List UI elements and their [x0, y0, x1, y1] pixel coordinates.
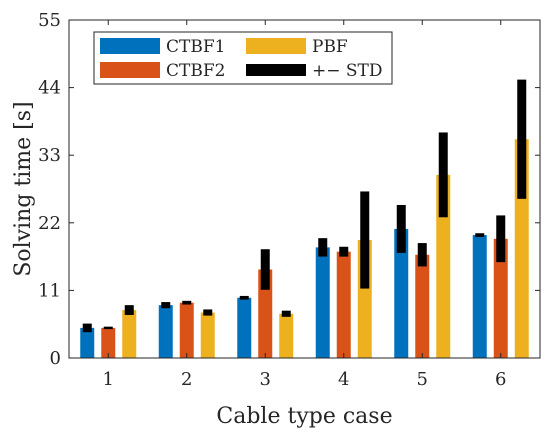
bar-pbf-case-5: [436, 174, 451, 358]
legend-swatch-ctbf1: [100, 38, 160, 54]
y-tick-label: 33: [38, 145, 61, 166]
x-tick-label: 4: [338, 369, 349, 390]
std-bar-ctbf2-case-4: [339, 246, 349, 257]
legend-swatch--std: [246, 64, 306, 76]
bar-ctbf1-case-1: [80, 327, 95, 358]
bar-ctbf2-case-1: [101, 327, 116, 358]
bar-ctbf2-case-4: [336, 251, 351, 358]
bars-layer: [80, 139, 529, 358]
legend-swatch-ctbf2: [100, 62, 160, 78]
std-bar-ctbf1-case-5: [396, 204, 406, 253]
axes-layer: 0 11 22 33 44 55 1 2 3 4 5 6: [38, 10, 541, 390]
legend-label: +− STD: [312, 61, 383, 81]
error-bars-layer: [82, 79, 527, 333]
bar-ctbf2-case-2: [179, 302, 194, 358]
bar-ctbf2-case-5: [415, 254, 430, 358]
x-tick-label: 3: [260, 369, 271, 390]
bar-pbf-case-2: [200, 312, 215, 358]
bar-ctbf2-case-6: [493, 238, 508, 358]
y-axis-label: Solving time [s]: [11, 101, 36, 276]
bar-ctbf1-case-6: [472, 235, 487, 358]
std-bar-ctbf1-case-6: [475, 233, 485, 237]
std-bar-pbf-case-4: [360, 191, 370, 289]
std-bar-ctbf2-case-2: [182, 300, 192, 305]
y-tick-label: 44: [38, 78, 61, 99]
y-tick-label: 11: [38, 280, 61, 301]
x-axis-label: Cable type case: [216, 404, 392, 429]
y-tick-label: 22: [38, 213, 61, 234]
std-bar-ctbf1-case-1: [82, 323, 92, 333]
bar-ctbf2-case-3: [258, 269, 273, 358]
std-bar-ctbf2-case-3: [260, 249, 270, 290]
std-bar-ctbf1-case-2: [161, 302, 171, 309]
std-bar-pbf-case-3: [281, 310, 291, 317]
legend-label: CTBF1: [166, 37, 225, 57]
std-bar-ctbf1-case-3: [239, 295, 249, 300]
bar-pbf-case-1: [122, 310, 137, 358]
x-tick-label: 6: [495, 369, 506, 390]
std-bar-ctbf1-case-4: [318, 238, 328, 257]
legend: CTBF1 CTBF2 PBF +− STD: [93, 31, 393, 85]
x-tick-label: 1: [103, 369, 114, 390]
bar-pbf-case-3: [279, 313, 294, 358]
std-bar-ctbf2-case-6: [496, 215, 506, 263]
bar-ctbf1-case-2: [158, 305, 173, 358]
y-tick-label: 55: [38, 10, 61, 31]
legend-swatch-pbf: [246, 38, 306, 54]
bar-ctbf1-case-4: [315, 247, 330, 358]
bar-ctbf1-case-3: [237, 297, 252, 358]
std-bar-pbf-case-1: [124, 305, 134, 315]
bar-ctbf1-case-5: [394, 228, 409, 358]
std-bar-pbf-case-2: [203, 309, 213, 316]
std-bar-ctbf2-case-5: [417, 243, 427, 267]
y-tick-label: 0: [50, 348, 61, 369]
legend-label: PBF: [312, 37, 348, 57]
x-tick-label: 5: [417, 369, 428, 390]
legend-label: CTBF2: [166, 61, 225, 81]
x-tick-label: 2: [181, 369, 192, 390]
std-bar-pbf-case-6: [517, 79, 527, 199]
std-bar-ctbf2-case-1: [103, 326, 113, 330]
plot-frame: [68, 19, 541, 359]
std-bar-pbf-case-5: [438, 132, 448, 218]
